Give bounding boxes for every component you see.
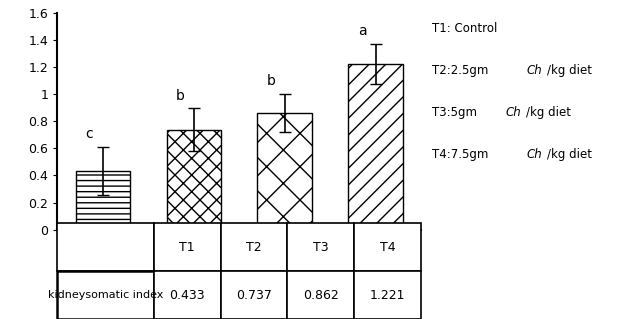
Bar [154,223,221,271]
Text: T4: T4 [380,241,396,254]
Text: /kg diet: /kg diet [547,148,593,161]
Text: 0.433: 0.433 [169,289,205,301]
Bar [57,271,154,319]
Bar [221,271,288,319]
Bar [348,64,403,230]
Bar [154,271,221,319]
Bar [288,223,354,271]
Text: Ch: Ch [526,148,542,161]
Text: T3: T3 [313,241,329,254]
Text: /kg diet: /kg diet [547,64,593,77]
Text: b: b [175,89,184,103]
Text: T4:7.5gm: T4:7.5gm [432,148,492,161]
Text: T2:2.5gm: T2:2.5gm [432,64,492,77]
Text: c: c [85,127,93,141]
Bar [257,113,312,230]
Text: Ch: Ch [505,106,521,119]
Text: 1.221: 1.221 [370,289,405,301]
Text: T3:5gm: T3:5gm [432,106,480,119]
Bar [354,271,421,319]
Bar [354,223,421,271]
Text: b: b [267,74,276,88]
Text: 0.862: 0.862 [303,289,339,301]
Text: T2: T2 [246,241,262,254]
Text: kidneysomatic index: kidneysomatic index [48,290,163,300]
Bar [221,223,288,271]
Text: 0.737: 0.737 [236,289,272,301]
Bar [75,171,130,230]
Text: a: a [358,24,366,38]
Text: T1: Control: T1: Control [432,22,497,35]
Bar [57,223,154,271]
Bar [288,271,354,319]
Text: Ch: Ch [526,64,542,77]
Text: T1: T1 [179,241,195,254]
Text: /kg diet: /kg diet [526,106,572,119]
Bar [167,130,221,230]
